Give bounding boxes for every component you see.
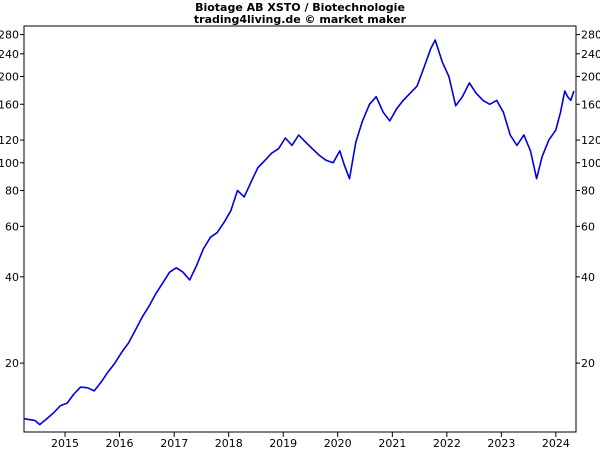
y-tick-label-left: 120 <box>0 134 19 147</box>
x-tick-label: 2016 <box>106 437 134 450</box>
x-axis: 2015 2016 2017 2018 2019 2020 2021 2022 2023 2024 <box>51 432 570 450</box>
y-tick-label-right: 100 <box>581 157 600 170</box>
x-tick-label: 2024 <box>542 437 570 450</box>
x-tick-label: 2020 <box>324 437 352 450</box>
y-tick-label-left: 80 <box>5 185 19 198</box>
y-tick-label-right: 200 <box>581 70 600 83</box>
y-tick-label-right: 280 <box>581 29 600 42</box>
y-tick-label-right: 20 <box>581 357 595 370</box>
plot-frame <box>23 25 577 433</box>
price-line <box>23 39 575 426</box>
y-axis-right: 20 40 60 80 100 120 160 200 240 280 <box>576 29 600 370</box>
y-tick-label-right: 80 <box>581 185 595 198</box>
y-tick-label-right: 160 <box>581 98 600 111</box>
y-tick-label-right: 60 <box>581 220 595 233</box>
x-tick-label: 2021 <box>378 437 406 450</box>
y-tick-label-left: 60 <box>5 220 19 233</box>
x-tick-label: 2015 <box>51 437 79 450</box>
chart-subtitle: trading4living.de © market maker <box>194 13 407 26</box>
y-tick-label-left: 240 <box>0 48 19 61</box>
y-tick-label-left: 40 <box>5 271 19 284</box>
y-tick-label-right: 40 <box>581 271 595 284</box>
chart-title: Biotage AB XSTO / Biotechnologie <box>195 1 405 14</box>
y-tick-label-left: 100 <box>0 157 19 170</box>
x-tick-label: 2019 <box>269 437 297 450</box>
y-tick-label-left: 200 <box>0 70 19 83</box>
y-tick-label-left: 280 <box>0 29 19 42</box>
y-tick-label-right: 240 <box>581 48 600 61</box>
x-tick-label: 2017 <box>160 437 188 450</box>
x-tick-label: 2023 <box>487 437 515 450</box>
y-tick-label-left: 160 <box>0 98 19 111</box>
x-tick-label: 2018 <box>215 437 243 450</box>
x-tick-label: 2022 <box>433 437 461 450</box>
y-axis-left: 20 40 60 80 100 120 160 200 240 280 <box>0 29 24 370</box>
y-tick-label-right: 120 <box>581 134 600 147</box>
y-tick-label-left: 20 <box>5 357 19 370</box>
